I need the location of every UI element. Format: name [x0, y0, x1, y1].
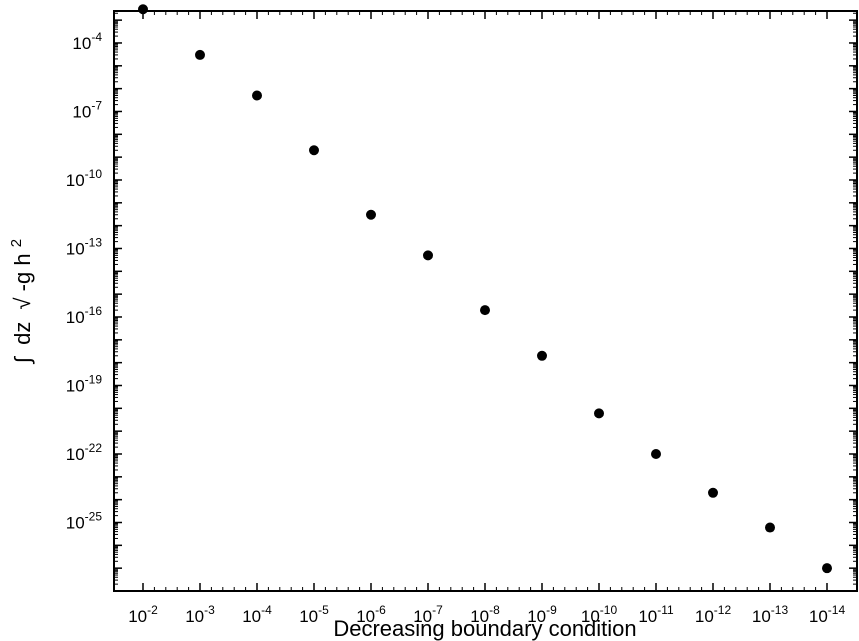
y-tick-label: 10-7: [72, 98, 102, 121]
y-tick-label: 10-13: [66, 235, 103, 258]
y-tick-label: 10-19: [66, 372, 103, 395]
y-axis-title: ∫ dz √ -g h 2: [8, 239, 35, 365]
x-tick-label: 10-7: [413, 603, 443, 626]
x-tick-label: 10-6: [356, 603, 386, 626]
x-tick-label: 10-11: [638, 603, 674, 626]
y-tick-label: 10-16: [66, 304, 103, 327]
data-point: [708, 487, 718, 498]
y-tick-labels: 10-4 10-7 10-10 10-13 10-16 10-19 10-22 10-25: [66, 30, 103, 533]
data-point: [480, 305, 490, 316]
data-point: [252, 90, 262, 101]
x-axis-title: Decreasing boundary condition: [333, 616, 636, 641]
data-point: [594, 408, 604, 419]
x-tick-label: 10-13: [752, 603, 789, 626]
y-tick-label: 10-22: [66, 441, 103, 464]
tick-marks: [114, 11, 857, 592]
data-point: [822, 563, 832, 574]
svg-text:∫ dz √ -g h: ∫ dz √ -g h 2: [8, 239, 35, 365]
data-point: [309, 145, 319, 156]
y-label-radicand: -g h: [10, 253, 35, 291]
y-label-dz: dz: [10, 322, 35, 345]
x-tick-label: 10-14: [809, 603, 846, 626]
data-point: [651, 448, 661, 459]
x-tick-label: 10-8: [470, 603, 500, 626]
data-point: [537, 350, 547, 361]
y-tick-label: 10-25: [66, 509, 103, 532]
data-point: [765, 522, 775, 533]
data-points: [138, 4, 832, 574]
plot-frame: [113, 10, 858, 592]
y-tick-label: 10-10: [66, 167, 103, 190]
x-tick-label: 10-4: [242, 603, 272, 626]
integral-symbol: ∫: [10, 355, 35, 365]
x-tick-label: 10-10: [581, 603, 618, 626]
data-point: [423, 250, 433, 261]
x-tick-label: 10-9: [527, 603, 557, 626]
data-point: [138, 4, 148, 15]
data-point: [366, 209, 376, 220]
y-tick-label: 10-4: [72, 30, 102, 53]
y-label-exponent: 2: [8, 239, 25, 247]
x-tick-labels: 10-2 10-3 10-4 10-5 10-6 10-7 10-8 10-9 10-10 10-…: [128, 603, 845, 626]
radical-symbol: √: [10, 297, 35, 310]
x-tick-label: 10-3: [185, 603, 215, 626]
data-point: [195, 49, 205, 60]
x-tick-label: 10-12: [695, 603, 732, 626]
x-tick-label: 10-5: [299, 603, 329, 626]
x-tick-label: 10-2: [128, 603, 158, 626]
